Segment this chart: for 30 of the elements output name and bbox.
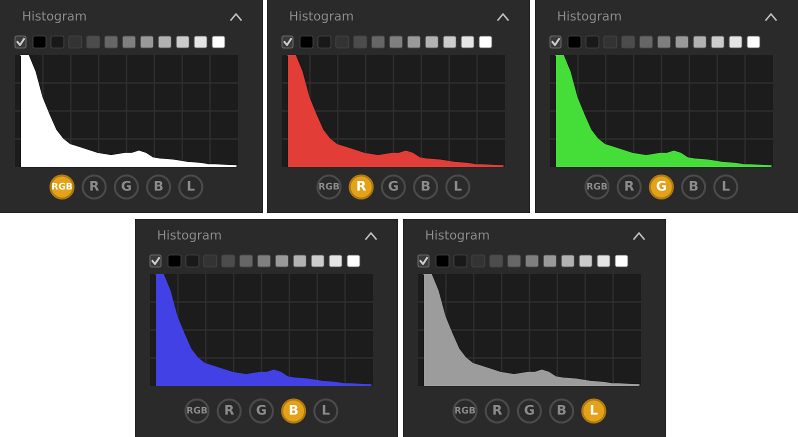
text: G [256,404,266,415]
text: RGB [187,406,207,414]
text: L [722,181,730,191]
text: B [690,181,698,191]
text: L [188,181,195,191]
text: R [625,181,634,191]
text: G [524,404,534,415]
chart-title: Histogram [158,230,221,242]
text: L [322,405,330,415]
chart-title: Histogram [290,10,353,24]
text: B [422,181,430,191]
chart-title: Histogram [558,10,621,24]
text: L [454,181,462,191]
text: R [493,405,502,415]
text: G [122,180,131,191]
text: RGB [587,182,607,190]
text: B [290,405,298,415]
text: B [558,405,566,415]
text: G [388,180,398,191]
text: R [357,181,366,191]
text: R [225,405,234,415]
text: B [154,181,163,191]
text: L [590,405,598,415]
chart-title: Histogram [426,230,489,242]
text: RGB [319,182,339,190]
text: G [656,180,666,191]
text: RGB [455,406,475,414]
text: RGB [52,182,72,190]
text: R [90,181,100,191]
chart-title: Histogram [23,10,86,24]
